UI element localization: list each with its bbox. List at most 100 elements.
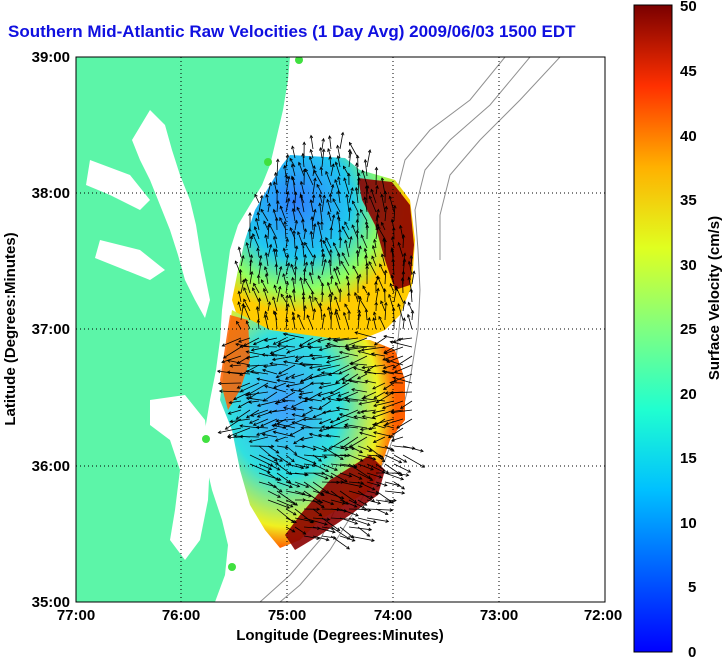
- velocity-vector-head: [375, 491, 380, 495]
- velocity-vector: [272, 296, 278, 312]
- velocity-vector: [351, 224, 359, 240]
- velocity-vector-head: [338, 350, 343, 355]
- velocity-vector: [276, 445, 288, 449]
- velocity-vector: [311, 216, 314, 231]
- velocity-vector-head: [410, 309, 415, 314]
- velocity-vector: [240, 279, 245, 294]
- velocity-vector: [312, 178, 316, 195]
- velocity-vector-head: [383, 238, 387, 243]
- velocity-vector-head: [354, 291, 358, 296]
- velocity-vector-head: [389, 380, 393, 385]
- velocity-vector: [303, 445, 316, 450]
- velocity-vector: [348, 379, 368, 384]
- velocity-vector-head: [320, 282, 325, 287]
- velocity-vector: [357, 274, 361, 285]
- velocity-vector: [246, 397, 269, 402]
- velocity-vector: [260, 418, 278, 427]
- velocity-vector-head: [312, 447, 317, 451]
- velocity-vector-head: [294, 245, 299, 250]
- velocity-vector: [257, 319, 260, 330]
- velocity-vector: [318, 434, 332, 438]
- velocity-vector-head: [286, 262, 291, 266]
- velocity-vector-head: [405, 473, 410, 477]
- velocity-vector-head: [356, 274, 360, 279]
- velocity-vector-head: [273, 235, 277, 240]
- velocity-vector: [372, 245, 377, 258]
- velocity-vector: [342, 373, 359, 385]
- velocity-vector-head: [381, 458, 386, 463]
- velocity-vector: [277, 345, 296, 348]
- velocity-vector-head: [268, 181, 272, 186]
- velocity-vector: [330, 499, 346, 504]
- velocity-vector: [368, 418, 386, 431]
- velocity-vector: [393, 481, 405, 490]
- velocity-vector: [218, 427, 242, 434]
- velocity-vector-head: [308, 406, 313, 410]
- velocity-vector: [240, 436, 260, 438]
- velocity-vector: [300, 181, 305, 195]
- velocity-vector: [329, 193, 332, 204]
- velocity-vector-head: [237, 301, 241, 305]
- velocity-vector: [355, 187, 359, 204]
- velocity-vector: [278, 337, 296, 345]
- velocity-vector: [303, 254, 306, 267]
- velocity-vector-head: [327, 148, 331, 152]
- velocity-vector-head: [282, 360, 287, 364]
- velocity-vector: [382, 400, 404, 409]
- velocity-vector: [375, 454, 385, 462]
- velocity-vector-head: [324, 522, 328, 526]
- velocity-vector: [375, 463, 389, 474]
- velocity-vector: [384, 346, 404, 354]
- velocity-vector: [384, 270, 387, 285]
- velocity-vector-head: [389, 340, 394, 344]
- velocity-vector-head: [243, 304, 247, 309]
- velocity-vector-head: [274, 171, 278, 176]
- velocity-vector: [319, 427, 332, 432]
- velocity-vector-head: [291, 316, 296, 321]
- velocity-vector-head: [309, 381, 314, 386]
- velocity-vector: [384, 445, 395, 452]
- velocity-vector: [267, 481, 283, 493]
- velocity-vector-head: [273, 458, 278, 462]
- velocity-vector: [330, 454, 348, 457]
- velocity-vector: [334, 296, 341, 312]
- velocity-vector: [285, 319, 288, 330]
- velocity-vector-head: [286, 197, 291, 202]
- velocity-vector-head: [366, 533, 371, 537]
- velocity-vector-head: [373, 342, 378, 346]
- velocity-vector-head: [336, 215, 341, 220]
- velocity-vector: [325, 171, 332, 186]
- velocity-vector: [276, 472, 291, 484]
- velocity-vector: [393, 463, 411, 473]
- velocity-vector-head: [368, 426, 373, 431]
- velocity-vector: [397, 303, 404, 321]
- velocity-vector: [285, 303, 289, 321]
- velocity-vector-head: [284, 376, 289, 380]
- velocity-vector-head: [389, 390, 394, 395]
- velocity-vector: [257, 409, 278, 418]
- velocity-vector-head: [264, 272, 269, 277]
- velocity-vector: [397, 337, 413, 341]
- velocity-vector: [348, 490, 374, 499]
- velocity-vector-head: [353, 415, 358, 419]
- velocity-vector: [294, 445, 306, 447]
- velocity-vector: [316, 184, 323, 195]
- velocity-vector: [240, 303, 244, 321]
- velocity-vector-head: [318, 302, 323, 306]
- velocity-vector-head: [384, 511, 389, 515]
- velocity-vector-head: [286, 505, 291, 509]
- velocity-vector-head: [234, 260, 239, 265]
- velocity-vector: [354, 292, 359, 303]
- velocity-vector: [285, 238, 288, 249]
- velocity-vector: [276, 200, 279, 213]
- velocity-vector-head: [392, 376, 397, 380]
- velocity-vector-head: [324, 344, 329, 348]
- velocity-vector: [293, 200, 296, 213]
- velocity-vector-head: [368, 527, 373, 532]
- velocity-vector: [294, 526, 306, 535]
- velocity-vector-head: [273, 181, 277, 185]
- velocity-vector: [256, 426, 269, 429]
- velocity-vector: [276, 159, 279, 177]
- velocity-vector-head: [332, 198, 336, 202]
- velocity-vector: [286, 382, 305, 387]
